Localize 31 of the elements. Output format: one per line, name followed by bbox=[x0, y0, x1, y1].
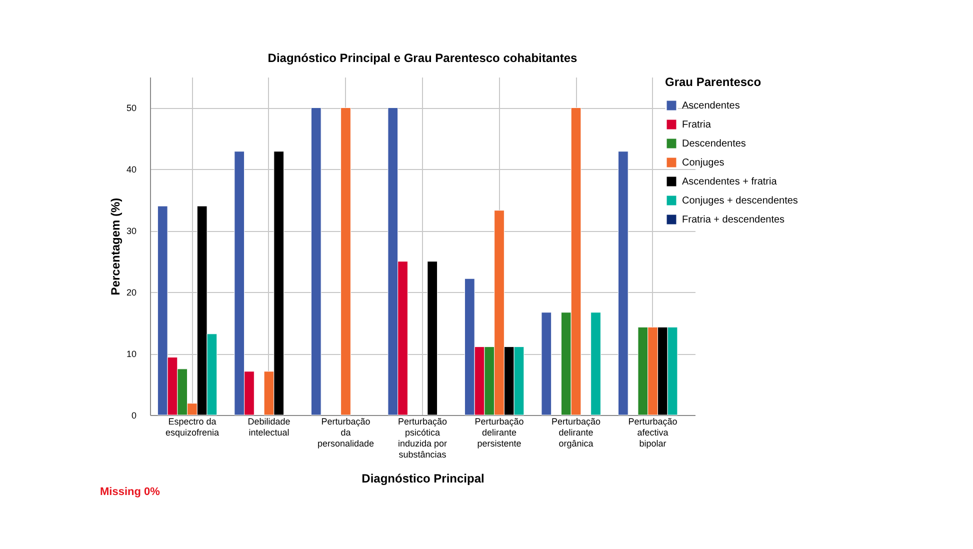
y-tick-label: 50 bbox=[126, 103, 136, 114]
legend-title: Grau Parentesco bbox=[665, 75, 762, 89]
legend-label: Ascendentes bbox=[682, 100, 740, 112]
legend-label: Conjuges bbox=[682, 158, 724, 168]
x-tick-label: Perturbação delirante orgânica bbox=[552, 416, 601, 448]
x-tick-label: Perturbação psicótica induzida por substâncias bbox=[398, 416, 448, 460]
bar bbox=[340, 107, 351, 416]
bar bbox=[618, 151, 628, 416]
y-tick-label: 10 bbox=[126, 349, 136, 360]
x-tick-label: Perturbação da personalidade bbox=[317, 416, 374, 448]
y-tick-label: 40 bbox=[126, 164, 136, 175]
chart-title: Diagnóstico Principal e Grau Parentesco cohabitantes bbox=[268, 51, 578, 65]
legend-label: Fratria + descendentes bbox=[682, 214, 785, 226]
legend-label: Descendentes bbox=[682, 138, 746, 150]
bar bbox=[590, 312, 601, 416]
y-axis-title: Percentagem (%) bbox=[108, 198, 122, 296]
x-tick-label: Espectro da esquizofrenia bbox=[165, 416, 219, 438]
y-tick-label: 0 bbox=[131, 410, 136, 420]
bar bbox=[541, 312, 552, 416]
bar bbox=[427, 261, 438, 416]
x-tick-label: Perturbação delirante persistente bbox=[474, 416, 524, 448]
legend-label: Conjuges + descendentes bbox=[682, 196, 798, 206]
x-tick-label: Perturbação afectiva bipolar bbox=[628, 416, 678, 448]
x-tick-label: Debilidade intelectual bbox=[248, 416, 290, 438]
y-tick-label: 20 bbox=[126, 288, 136, 298]
bar bbox=[310, 107, 322, 416]
x-axis-title: Diagnóstico Principal bbox=[362, 472, 484, 486]
y-tick-label: 30 bbox=[126, 226, 136, 236]
legend-label: Ascendentes + fratria bbox=[682, 176, 778, 188]
text: Missing 0% bbox=[100, 486, 160, 498]
legend-label: Fratria bbox=[682, 120, 712, 130]
